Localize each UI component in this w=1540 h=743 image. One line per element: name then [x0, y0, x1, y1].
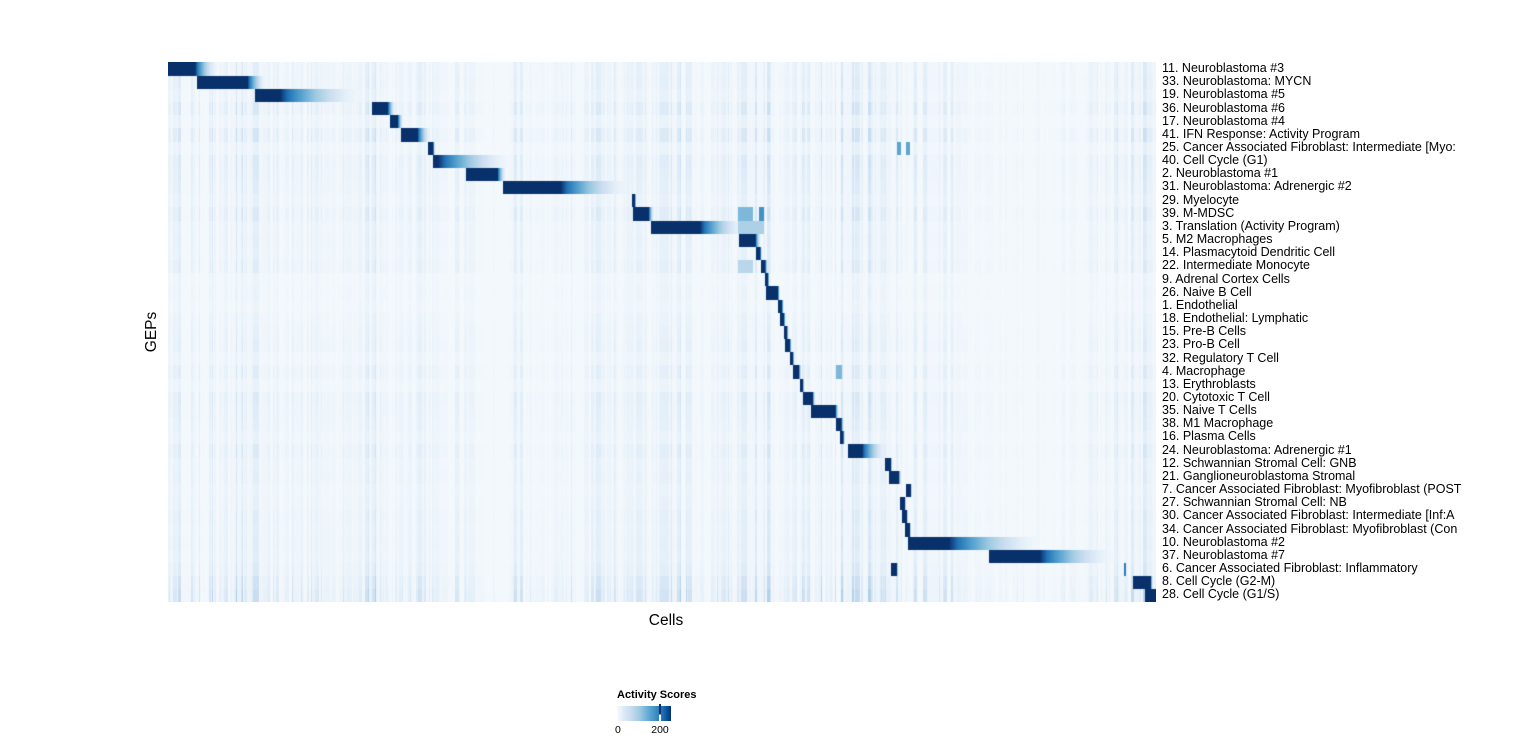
- gep-row-label: 21. Ganglioneuroblastoma Stromal: [1162, 468, 1356, 483]
- legend-tick-label-200: 200: [651, 724, 669, 736]
- gep-row-label: 16. Plasma Cells: [1162, 429, 1256, 444]
- gep-row-label: 38. M1 Macrophage: [1162, 416, 1274, 431]
- gep-row-label: 40. Cell Cycle (G1): [1162, 153, 1268, 168]
- gep-row-label: 23. Pro-B Cell: [1162, 337, 1240, 352]
- gep-row-label: 19. Neuroblastoma #5: [1162, 87, 1285, 102]
- gep-row-label: 30. Cancer Associated Fibroblast: Interm…: [1162, 508, 1455, 523]
- gep-row-label: 4. Macrophage: [1162, 363, 1246, 378]
- legend-tick-mark-200: [659, 704, 661, 723]
- gep-row-label: 33. Neuroblastoma: MYCN: [1162, 74, 1312, 89]
- gep-row-label: 17. Neuroblastoma #4: [1162, 113, 1285, 128]
- gep-row-label: 39. M-MDSC: [1162, 205, 1235, 220]
- gep-row-label: 8. Cell Cycle (G2-M): [1162, 574, 1276, 589]
- gep-row-label: 5. M2 Macrophages: [1162, 232, 1273, 247]
- gep-row-label: 11. Neuroblastoma #3: [1162, 62, 1285, 76]
- gep-row-label: 20. Cytotoxic T Cell: [1162, 389, 1270, 404]
- gep-row-label: 28. Cell Cycle (G1/S): [1162, 587, 1280, 602]
- y-axis-label: GEPs: [143, 311, 160, 353]
- gep-row-label: 24. Neuroblastoma: Adrenergic #1: [1162, 442, 1352, 457]
- gep-row-label: 36. Neuroblastoma #6: [1162, 100, 1285, 115]
- gep-row-label: 34. Cancer Associated Fibroblast: Myofib…: [1162, 521, 1458, 536]
- gep-row-label: 1. Endothelial: [1162, 297, 1238, 312]
- gep-row-label: 27. Schwannian Stromal Cell: NB: [1162, 495, 1347, 510]
- gep-row-label: 7. Cancer Associated Fibroblast: Myofibr…: [1162, 482, 1462, 497]
- gep-row-label: 22. Intermediate Monocyte: [1162, 258, 1310, 273]
- x-axis-label: Cells: [648, 612, 684, 629]
- gep-row-label: 26. Naive B Cell: [1162, 284, 1252, 299]
- gep-row-label: 15. Pre-B Cells: [1162, 324, 1247, 339]
- legend-tick-label-0: 0: [614, 724, 621, 736]
- gep-row-label: 31. Neuroblastoma: Adrenergic #2: [1162, 179, 1352, 194]
- gep-row-label: 3. Translation (Activity Program): [1162, 218, 1340, 233]
- gep-row-label: 13. Erythroblasts: [1162, 376, 1256, 391]
- gep-row-label: 2. Neuroblastoma #1: [1162, 166, 1279, 181]
- activity-scores-legend: Activity Scores 0 200: [614, 689, 727, 736]
- gep-row-labels: 11. Neuroblastoma #3 33. Neuroblastoma: M…: [1162, 62, 1540, 603]
- gep-row-label: 9. Adrenal Cortex Cells: [1162, 271, 1290, 286]
- gep-row-label: 14. Plasmacytoid Dendritic Cell: [1162, 245, 1335, 260]
- gep-row-label: 35. Naive T Cells: [1162, 403, 1257, 418]
- legend-gradient-bar: [617, 704, 671, 723]
- gep-row-label: 6. Cancer Associated Fibroblast: Inflamm…: [1162, 561, 1418, 576]
- gep-row-label: 29. Myelocyte: [1162, 192, 1240, 207]
- gep-row-label: 37. Neuroblastoma #7: [1162, 547, 1285, 562]
- gep-row-label: 10. Neuroblastoma #2: [1162, 534, 1285, 549]
- legend-tick-labels: 0 200: [614, 724, 671, 736]
- gep-row-label: 12. Schwannian Stromal Cell: GNB: [1162, 455, 1357, 470]
- legend-title: Activity Scores: [617, 689, 697, 701]
- gep-row-label: 25. Cancer Associated Fibroblast: Interm…: [1162, 140, 1456, 155]
- gep-row-label: 41. IFN Response: Activity Program: [1162, 126, 1360, 141]
- heatmap-canvas: [168, 62, 1156, 602]
- gep-row-label: 32. Regulatory T Cell: [1162, 350, 1279, 365]
- gep-row-label: 18. Endothelial: Lymphatic: [1162, 311, 1309, 326]
